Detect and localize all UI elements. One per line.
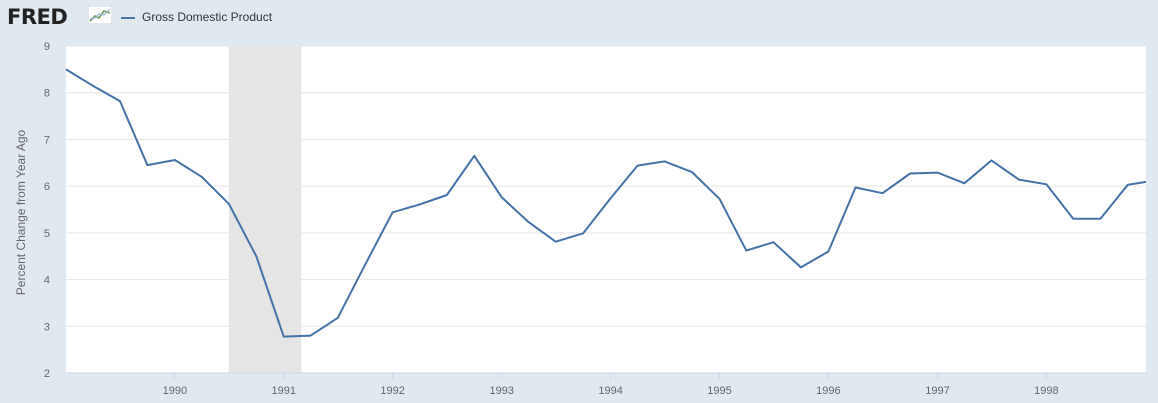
- data-point[interactable]: [662, 158, 668, 164]
- data-point[interactable]: [825, 249, 831, 255]
- y-tick-label: 4: [44, 275, 50, 287]
- data-point[interactable]: [852, 185, 858, 191]
- data-point[interactable]: [1016, 177, 1022, 183]
- data-point[interactable]: [770, 239, 776, 245]
- data-point[interactable]: [90, 83, 96, 89]
- data-point[interactable]: [308, 333, 314, 339]
- data-point[interactable]: [444, 192, 450, 198]
- legend-series-label: Gross Domestic Product: [142, 10, 273, 24]
- x-tick-label: 1997: [925, 385, 949, 397]
- x-tick-label: 1993: [490, 385, 514, 397]
- x-tick-label: 1990: [163, 385, 187, 397]
- data-point[interactable]: [608, 195, 614, 201]
- data-point[interactable]: [798, 264, 804, 270]
- y-axis-ticks: 2 3 4 5 6 7 8 9: [44, 41, 50, 380]
- data-point[interactable]: [1125, 182, 1131, 188]
- y-tick-label: 5: [44, 228, 50, 240]
- y-tick-label: 8: [44, 88, 50, 100]
- data-point[interactable]: [634, 163, 640, 169]
- y-tick-label: 9: [44, 41, 50, 53]
- data-point[interactable]: [526, 219, 532, 225]
- y-axis-label: Percent Change from Year Ago: [14, 129, 28, 295]
- fred-logo[interactable]: FRED: [7, 5, 68, 29]
- x-axis-ticks: 1990 1991 1992 1993 1994 1995 1996 1997 1998: [66, 372, 1146, 397]
- data-point[interactable]: [716, 196, 722, 202]
- data-point[interactable]: [880, 190, 886, 196]
- x-tick-label: 1995: [707, 385, 731, 397]
- legend-swatch: [121, 17, 135, 19]
- data-point[interactable]: [553, 239, 559, 245]
- data-point[interactable]: [253, 253, 259, 259]
- series-line-gdp: [65, 68, 1147, 338]
- data-point[interactable]: [63, 66, 69, 72]
- data-point[interactable]: [172, 157, 178, 163]
- data-point[interactable]: [743, 248, 749, 254]
- data-point[interactable]: [226, 201, 232, 207]
- data-point[interactable]: [1143, 179, 1149, 185]
- data-point[interactable]: [390, 209, 396, 215]
- data-point[interactable]: [989, 157, 995, 163]
- data-point[interactable]: [199, 174, 205, 180]
- y-tick-label: 7: [44, 134, 50, 146]
- x-tick-label: 1994: [598, 385, 622, 397]
- y-tick-label: 6: [44, 181, 50, 193]
- line-graph-icon: [88, 6, 112, 24]
- data-point[interactable]: [689, 169, 695, 175]
- y-tick-label: 3: [44, 321, 50, 333]
- data-point[interactable]: [117, 98, 123, 104]
- grid-lines: [66, 45, 1146, 374]
- data-point[interactable]: [1097, 216, 1103, 222]
- data-point[interactable]: [499, 194, 505, 200]
- data-point[interactable]: [335, 315, 341, 321]
- x-tick-label: 1998: [1034, 385, 1058, 397]
- data-point[interactable]: [471, 153, 477, 159]
- x-tick-label: 1991: [271, 385, 295, 397]
- data-point[interactable]: [961, 180, 967, 186]
- data-point[interactable]: [1070, 216, 1076, 222]
- y-tick-label: 2: [44, 368, 50, 380]
- x-tick-label: 1992: [380, 385, 404, 397]
- data-point[interactable]: [144, 162, 150, 168]
- recession-shading: [228, 46, 302, 373]
- data-point[interactable]: [417, 201, 423, 207]
- recession-band: [228, 46, 302, 373]
- data-point[interactable]: [281, 334, 287, 340]
- x-tick-label: 1996: [816, 385, 840, 397]
- data-point[interactable]: [580, 230, 586, 236]
- header-bar: FRED Gross Domestic Product: [0, 0, 1158, 38]
- data-point[interactable]: [935, 170, 941, 176]
- data-point[interactable]: [1043, 181, 1049, 187]
- data-point[interactable]: [362, 262, 368, 268]
- data-point[interactable]: [907, 171, 913, 177]
- plot-area: [66, 46, 1146, 373]
